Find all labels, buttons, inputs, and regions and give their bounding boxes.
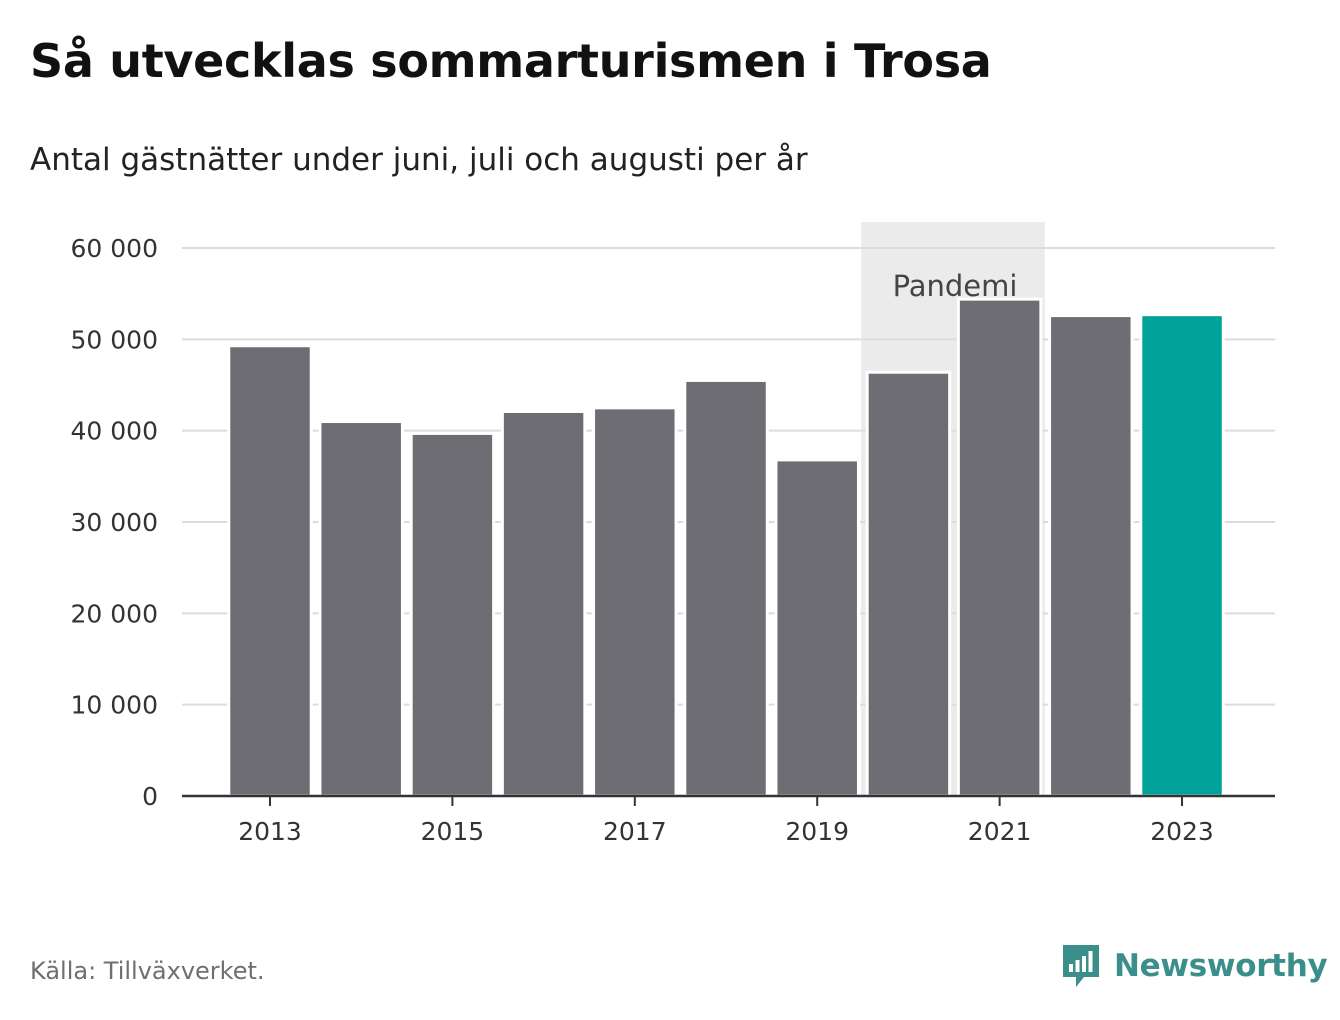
bar-2021 (956, 297, 1043, 798)
x-tick-label: 2013 (238, 817, 302, 846)
bar-2018 (683, 378, 769, 798)
y-tick-label: 40 000 (71, 417, 158, 446)
bar-2013 (227, 344, 313, 798)
bar-2019 (774, 458, 860, 798)
y-tick-label: 60 000 (71, 234, 158, 263)
y-tick-label: 30 000 (71, 508, 158, 537)
brand-logo: Newsworthy (1060, 940, 1328, 992)
bar-2022 (1048, 314, 1134, 798)
bar-chart: Pandemi 0 10 000 20 000 30 000 40 000 50 000 6… (71, 222, 1275, 846)
axes: 0 10 000 20 000 30 000 40 000 50 000 60 000 201… (71, 234, 1275, 846)
x-tick-label: 2019 (785, 817, 849, 846)
bar-2015 (409, 431, 496, 798)
chart-subtitle: Antal gästnätter under juni, juli och au… (30, 142, 808, 178)
bar-2017 (592, 406, 678, 798)
pandemic-label: Pandemi (893, 269, 1018, 303)
y-tick-label: 0 (142, 782, 158, 811)
newsworthy-logo-icon (1063, 945, 1099, 987)
y-tick-label: 50 000 (71, 325, 158, 354)
y-tick-label: 10 000 (71, 691, 158, 720)
x-tick-label: 2021 (968, 817, 1032, 846)
x-tick-label: 2023 (1150, 817, 1214, 846)
bar-2020 (865, 370, 952, 798)
bar-2016 (500, 409, 587, 798)
brand-name: Newsworthy (1114, 948, 1328, 984)
bar-2023 (1139, 313, 1225, 798)
y-tick-label: 20 000 (71, 599, 158, 628)
source-note: Källa: Tillväxverket. (30, 957, 265, 985)
x-tick-label: 2015 (421, 817, 485, 846)
bars (227, 297, 1225, 798)
x-tick-label: 2017 (603, 817, 667, 846)
chart-title: Så utvecklas sommarturismen i Trosa (30, 34, 992, 88)
bar-2014 (318, 420, 404, 798)
